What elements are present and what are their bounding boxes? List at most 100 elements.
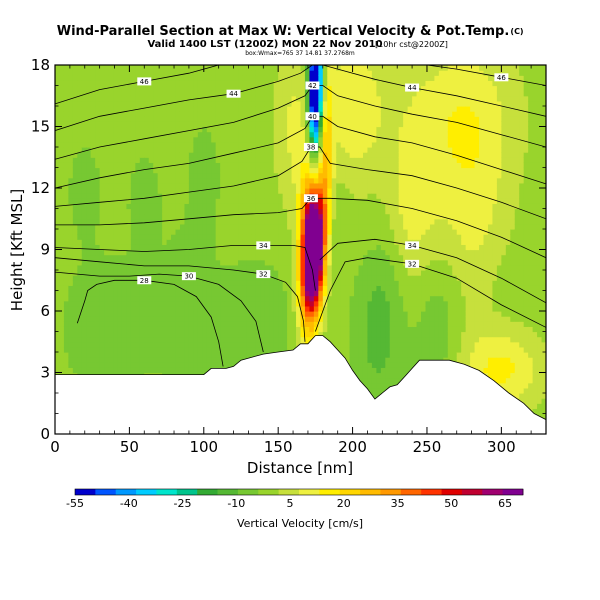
velocity-cell	[81, 321, 87, 327]
velocity-cell	[153, 352, 159, 358]
velocity-cell	[77, 346, 83, 353]
velocity-cell	[215, 95, 221, 102]
velocity-cell	[336, 259, 342, 266]
velocity-cell	[153, 362, 159, 368]
velocity-cell	[63, 172, 69, 179]
velocity-cell	[188, 229, 194, 235]
velocity-cell	[113, 218, 119, 225]
velocity-cell	[153, 254, 159, 261]
velocity-cell	[345, 152, 351, 158]
velocity-cell	[224, 239, 230, 245]
velocity-cell	[291, 136, 297, 143]
velocity-cell	[300, 305, 306, 312]
velocity-cell	[211, 65, 217, 71]
velocity-cell	[148, 300, 154, 307]
velocity-cell	[304, 218, 311, 225]
velocity-cell	[300, 295, 306, 302]
velocity-cell	[171, 346, 177, 353]
velocity-cell	[117, 126, 123, 133]
velocity-cell	[63, 213, 69, 220]
velocity-cell	[322, 285, 328, 292]
velocity-cell	[99, 126, 105, 133]
velocity-cell	[144, 244, 150, 251]
velocity-cell	[113, 367, 119, 374]
velocity-cell	[188, 249, 194, 256]
velocity-cell	[233, 162, 239, 169]
velocity-cell	[233, 346, 239, 353]
velocity-cell	[291, 208, 297, 215]
velocity-cell	[242, 121, 248, 128]
velocity-cell	[238, 275, 244, 281]
velocity-cell	[229, 270, 235, 276]
velocity-cell	[166, 239, 172, 245]
velocity-cell	[291, 116, 297, 122]
velocity-cell	[188, 141, 194, 148]
velocity-cell	[77, 116, 83, 122]
velocity-cell	[59, 65, 65, 71]
velocity-cell	[184, 357, 190, 363]
velocity-cell	[269, 182, 275, 189]
velocity-cell	[358, 341, 364, 348]
velocity-cell	[304, 280, 311, 286]
velocity-cell	[318, 229, 324, 235]
velocity-cell	[108, 136, 114, 143]
velocity-cell	[113, 152, 119, 158]
velocity-cell	[184, 223, 190, 230]
velocity-cell	[331, 136, 337, 143]
velocity-cell	[220, 300, 226, 307]
velocity-cell	[139, 213, 145, 220]
velocity-cell	[354, 316, 360, 322]
velocity-cell	[90, 198, 96, 204]
velocity-cell	[238, 311, 244, 317]
velocity-cell	[238, 254, 244, 261]
velocity-cell	[354, 65, 360, 71]
velocity-cell	[135, 141, 141, 148]
velocity-cell	[63, 111, 69, 117]
velocity-cell	[255, 223, 261, 230]
velocity-cell	[179, 203, 186, 210]
velocity-cell	[197, 341, 203, 348]
velocity-cell	[273, 162, 279, 169]
velocity-cell	[86, 275, 92, 281]
velocity-cell	[148, 111, 154, 117]
velocity-cell	[296, 311, 302, 317]
velocity-cell	[77, 162, 83, 169]
velocity-cell	[184, 239, 190, 245]
velocity-cell	[296, 270, 302, 276]
velocity-cell	[215, 357, 221, 363]
velocity-cell	[206, 167, 212, 174]
velocity-cell	[175, 111, 181, 117]
velocity-cell	[255, 290, 261, 297]
velocity-cell	[260, 121, 266, 128]
velocity-cell	[135, 182, 141, 189]
velocity-cell	[318, 121, 324, 128]
velocity-cell	[260, 254, 266, 261]
velocity-cell	[313, 121, 319, 128]
velocity-cell	[117, 188, 123, 194]
velocity-cell	[63, 147, 69, 153]
velocity-cell	[59, 141, 65, 148]
velocity-cell	[278, 234, 284, 240]
velocity-cell	[179, 182, 186, 189]
velocity-cell	[148, 116, 154, 122]
velocity-cell	[99, 259, 105, 266]
velocity-cell	[193, 198, 199, 204]
velocity-cell	[327, 126, 333, 133]
velocity-cell	[193, 85, 199, 92]
velocity-cell	[242, 213, 248, 220]
velocity-cell	[171, 295, 177, 302]
velocity-cell	[117, 218, 123, 225]
velocity-cell	[72, 136, 78, 143]
velocity-cell	[108, 162, 114, 169]
velocity-cell	[309, 223, 315, 230]
velocity-cell	[86, 280, 92, 286]
velocity-cell	[242, 162, 248, 169]
velocity-cell	[135, 188, 141, 194]
velocity-cell	[55, 300, 61, 307]
velocity-cell	[95, 90, 101, 97]
velocity-cell	[130, 126, 136, 133]
velocity-cell	[269, 70, 275, 76]
velocity-cell	[59, 346, 65, 353]
velocity-cell	[104, 352, 110, 358]
velocity-cell	[95, 290, 101, 297]
